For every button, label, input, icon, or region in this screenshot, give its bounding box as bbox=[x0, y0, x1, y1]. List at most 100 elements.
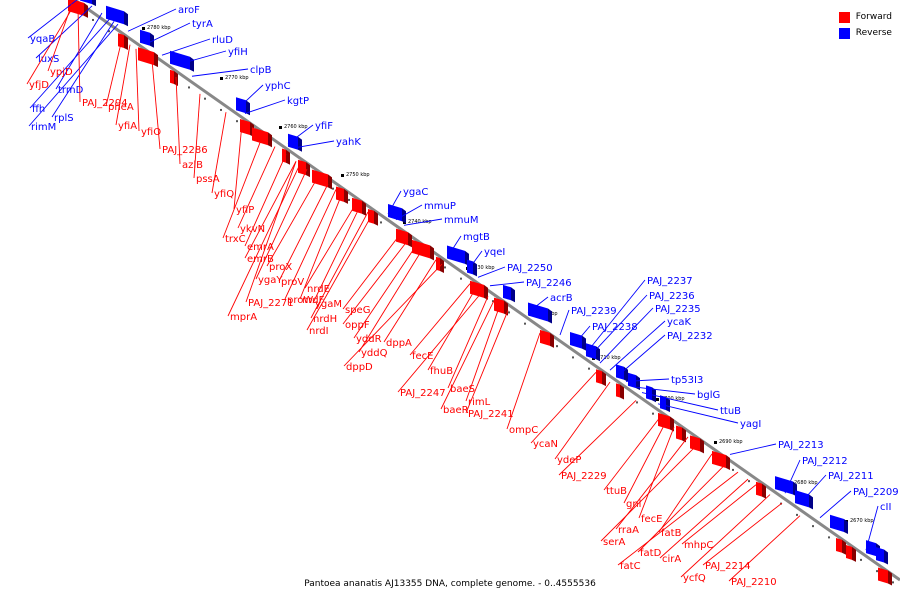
leader-line bbox=[617, 471, 739, 566]
backbone-dot bbox=[220, 108, 222, 111]
reverse-gene-glyph bbox=[528, 302, 552, 324]
tick-mark bbox=[279, 126, 282, 129]
gene-label-yfio: yfiO bbox=[141, 127, 161, 138]
tick-label: 2690 kbp bbox=[719, 439, 743, 445]
leader-line bbox=[387, 190, 402, 215]
gene-label-yfjd: yfjD bbox=[29, 80, 49, 91]
gene-label-ycan: ycaN bbox=[533, 439, 558, 450]
backbone-dot bbox=[748, 480, 750, 483]
reverse-gene-glyph bbox=[795, 490, 813, 510]
leader-line bbox=[440, 300, 495, 410]
reverse-gene-glyph bbox=[660, 395, 670, 413]
gene-label-paj-2239: PAJ_2239 bbox=[571, 306, 617, 317]
leader-line bbox=[603, 416, 661, 491]
tick-label: 2670 kbp bbox=[850, 518, 874, 524]
forward-gene-glyph bbox=[336, 186, 348, 204]
gene-label-bglg: bglG bbox=[697, 390, 720, 401]
leader-line bbox=[244, 154, 287, 247]
gene-label-ffh: ffh bbox=[32, 104, 45, 115]
leader-line bbox=[310, 211, 369, 319]
gene-label-tp53i3: tp53I3 bbox=[671, 375, 703, 386]
backbone-dot bbox=[732, 468, 734, 471]
gene-label-paj-2236: PAJ_2236 bbox=[649, 291, 695, 302]
gene-label-ygam: ygaM bbox=[315, 299, 342, 310]
backbone-dot bbox=[204, 97, 206, 100]
leader-line bbox=[600, 443, 699, 542]
backbone-dot bbox=[492, 300, 494, 303]
gene-label-paj-2214: PAJ_2214 bbox=[705, 561, 751, 572]
backbone-dot bbox=[108, 30, 110, 33]
gene-label-paj-2241: PAJ_2241 bbox=[468, 409, 514, 420]
leader-line bbox=[342, 234, 401, 310]
leader-line bbox=[304, 203, 357, 289]
tick-mark bbox=[714, 441, 717, 444]
leader-line bbox=[353, 245, 417, 339]
leader-line bbox=[447, 296, 489, 389]
gene-label-rimm: rimM bbox=[31, 122, 56, 133]
leader-line bbox=[383, 259, 437, 343]
gene-label-baer: baeR bbox=[443, 405, 469, 416]
gene-label-ygay: ygaY bbox=[258, 275, 283, 286]
forward-gene-glyph bbox=[436, 256, 444, 273]
reverse-gene-glyph bbox=[140, 29, 154, 48]
gene-label-paj-2209: PAJ_2209 bbox=[853, 487, 899, 498]
figure-caption: Pantoea ananatis AJ13355 DNA, complete g… bbox=[304, 579, 596, 589]
gene-label-emrb: emrB bbox=[247, 254, 274, 265]
gene-label-cira: cirA bbox=[662, 554, 681, 565]
gene-label-nrde: nrdE bbox=[307, 284, 330, 295]
forward-gene-glyph bbox=[396, 228, 412, 248]
gene-label-paj-2232: PAJ_2232 bbox=[667, 331, 713, 342]
legend: Forward Reverse bbox=[838, 9, 892, 41]
tick-mark bbox=[220, 77, 223, 80]
leader-line bbox=[255, 168, 308, 280]
leader-line bbox=[465, 304, 501, 402]
leader-line bbox=[395, 204, 423, 221]
backbone-dot bbox=[188, 86, 190, 89]
leader-line bbox=[227, 163, 301, 317]
forward-gene-glyph bbox=[240, 119, 254, 137]
gene-label-ttub: ttuB bbox=[606, 486, 627, 497]
leader-line bbox=[489, 281, 525, 287]
tick-mark bbox=[403, 221, 406, 224]
leader-line bbox=[266, 176, 319, 267]
leader-line bbox=[135, 48, 140, 132]
tick-label: 2700 kbp bbox=[661, 396, 685, 402]
scale-ticks: 2780 kbp 2770 kbp 2760 kbp 2750 kbp 2740 kbp… bbox=[142, 25, 874, 524]
gene-label-pssa: pssA bbox=[196, 174, 220, 185]
backbone-dot bbox=[860, 558, 862, 561]
leader-line bbox=[237, 84, 264, 109]
leader-line bbox=[115, 44, 131, 126]
gene-label-paj-2229: PAJ_2229 bbox=[561, 471, 607, 482]
forward-gene-glyph bbox=[878, 567, 892, 586]
backbone-dot bbox=[332, 187, 334, 190]
gene-label-cii: cII bbox=[880, 502, 891, 513]
gene-label-dppa: dppA bbox=[386, 338, 412, 349]
forward-gene-glyph bbox=[540, 329, 554, 348]
backbone-dot bbox=[652, 412, 654, 415]
gene-label-yddr: yddR bbox=[356, 334, 382, 345]
backbone-dot bbox=[588, 367, 590, 370]
backbone-dot bbox=[524, 322, 526, 325]
forward-gene-glyph bbox=[756, 481, 766, 499]
leader-line bbox=[105, 38, 123, 107]
leader-line bbox=[403, 218, 443, 226]
leader-line bbox=[559, 309, 570, 336]
gene-label-tyra: tyrA bbox=[192, 19, 213, 30]
tick-mark bbox=[341, 174, 344, 177]
forward-gene-glyph bbox=[616, 383, 624, 400]
forward-gene-glyph bbox=[252, 127, 272, 148]
forward-gene-glyphs bbox=[68, 0, 892, 586]
gene-label-paj-2235: PAJ_2235 bbox=[655, 304, 701, 315]
leader-line bbox=[293, 140, 335, 149]
gene-label-prox: proX bbox=[269, 262, 292, 273]
backbone-dot bbox=[572, 356, 574, 359]
leader-line bbox=[447, 235, 462, 257]
gene-label-paj-2294: PAJ_2294 bbox=[82, 98, 128, 109]
backbone-dot bbox=[828, 536, 830, 539]
leader-line bbox=[427, 287, 477, 371]
forward-gene-glyph bbox=[690, 435, 704, 454]
gene-label-nrdi: nrdI bbox=[309, 326, 329, 337]
gene-label-yddq: yddQ bbox=[361, 348, 388, 359]
